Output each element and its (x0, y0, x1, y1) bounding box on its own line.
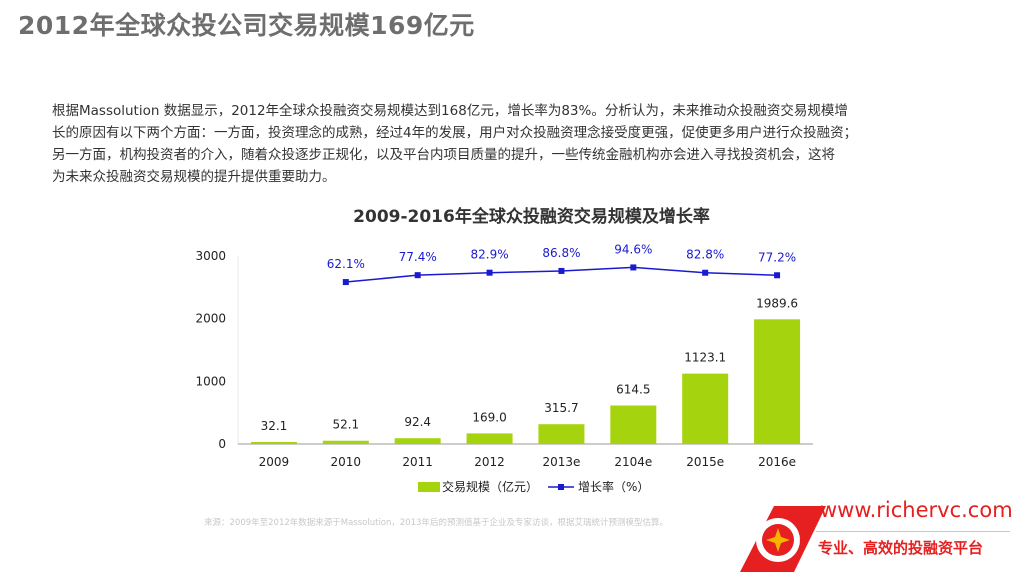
bar (682, 373, 729, 444)
bar (538, 424, 585, 444)
y-tick-label: 2000 (195, 312, 226, 326)
growth-point (630, 264, 637, 271)
y-tick-label: 1000 (195, 374, 226, 388)
growth-point (342, 279, 349, 286)
bar (466, 433, 513, 444)
chart-title: 2009-2016年全球众投融资交易规模及增长率 (353, 206, 710, 227)
x-tick-label: 2016e (758, 455, 796, 469)
bar (610, 405, 657, 444)
bar-value-label: 52.1 (332, 418, 359, 432)
bar-value-label: 169.0 (472, 410, 506, 424)
x-tick-label: 2010 (331, 455, 362, 469)
x-tick-label: 2015e (686, 455, 724, 469)
legend-bar-label: 交易规模（亿元） (442, 479, 538, 494)
x-tick-label: 2013e (542, 455, 580, 469)
growth-value-label: 82.8% (686, 248, 724, 262)
paragraph-line: 长的原因有以下两个方面：一方面，投资理念的成熟，经过4年的发展，用户对众投融资理… (52, 125, 858, 141)
bar-value-label: 315.7 (544, 401, 578, 415)
x-tick-label: 2011 (402, 455, 433, 469)
growth-value-label: 62.1% (327, 257, 365, 271)
page-title: 2012年全球众投公司交易规模169亿元 (18, 11, 475, 40)
bar-value-label: 614.5 (616, 382, 650, 396)
growth-value-label: 94.6% (614, 242, 652, 256)
legend-line-marker (558, 484, 564, 490)
bar (754, 319, 801, 444)
paragraph-line: 为未来众投融资交易规模的提升提供重要助力。 (52, 169, 336, 185)
source-note: 来源：2009年至2012年数据来源于Massolution，2013年后的预测… (204, 518, 669, 528)
paragraph-line: 根据Massolution 数据显示，2012年全球众投融资交易规模达到168亿… (52, 103, 848, 119)
x-tick-label: 2104e (614, 455, 652, 469)
growth-value-label: 86.8% (542, 246, 580, 260)
paragraph-line: 另一方面，机构投资者的介入，随着众投逐步正规化，以及平台内项目质量的提升，一些传… (52, 147, 835, 163)
logo-divider (816, 531, 1010, 532)
legend-line-label: 增长率（%） (578, 479, 649, 494)
logo-tagline: 专业、高效的投融资平台 (818, 539, 984, 557)
growth-value-label: 82.9% (471, 248, 509, 262)
growth-point (558, 267, 565, 274)
growth-value-label: 77.2% (758, 250, 796, 264)
x-tick-label: 2012 (474, 455, 505, 469)
growth-point (702, 269, 709, 276)
growth-point (774, 272, 781, 279)
y-tick-label: 0 (218, 437, 226, 451)
richervc-logo (740, 506, 826, 572)
intro-paragraph: 根据Massolution 数据显示，2012年全球众投融资交易规模达到168亿… (52, 100, 952, 188)
logo-url[interactable]: www.richervc.com (820, 498, 1013, 522)
bar-value-label: 1123.1 (684, 351, 726, 365)
legend-bar-swatch (418, 482, 440, 492)
bar (394, 438, 441, 444)
bar-value-label: 92.4 (404, 415, 431, 429)
x-tick-label: 2009 (259, 455, 290, 469)
y-tick-label: 3000 (195, 249, 226, 263)
bar-value-label: 1989.6 (756, 296, 798, 310)
growth-point (486, 269, 493, 276)
bar (322, 440, 369, 444)
growth-value-label: 77.4% (399, 250, 437, 264)
growth-point (414, 272, 421, 279)
bar-value-label: 32.1 (261, 419, 288, 433)
bar (250, 441, 297, 444)
